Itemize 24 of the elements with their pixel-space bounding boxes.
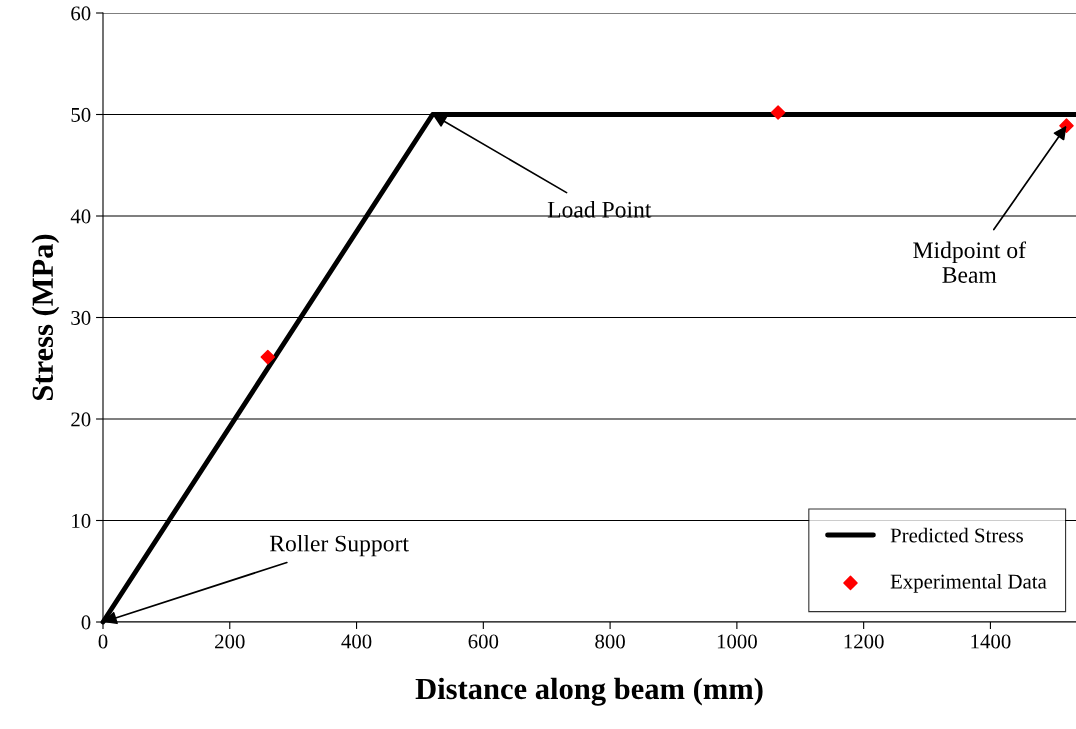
y-tick-label: 0	[81, 615, 91, 630]
x-tick-label: 400	[341, 634, 372, 649]
x-tick-label: 800	[595, 634, 625, 649]
point	[260, 349, 276, 365]
y-tick-label: 60	[71, 6, 91, 21]
legend-label: Experimental Data	[890, 573, 1047, 593]
y-tick-label: 30	[71, 310, 91, 325]
point	[770, 105, 786, 120]
y-tick-label: 40	[70, 209, 91, 224]
annotation: Midpoint of Beam	[913, 241, 1026, 283]
legend-label: Predicted Stress	[890, 527, 1023, 543]
annotation: Roller Support	[269, 534, 409, 557]
x-tick-label: 0	[98, 634, 108, 649]
y-tick-label: 20	[71, 412, 91, 427]
annotation: Load Point	[547, 201, 652, 218]
x-tick-label: 1200	[844, 634, 884, 649]
x-axis-title: Distance along beam (mm)	[415, 677, 763, 706]
y-tick-label: 10	[72, 513, 91, 528]
x-tick-label: 200	[215, 634, 245, 649]
x-tick-label: 1000	[717, 634, 757, 649]
y-tick-label: 50	[71, 107, 91, 122]
y-axis-title: Stress (MPa)	[31, 234, 60, 401]
x-tick-label: 1400	[971, 634, 1011, 649]
x-tick-label: 600	[468, 634, 499, 649]
